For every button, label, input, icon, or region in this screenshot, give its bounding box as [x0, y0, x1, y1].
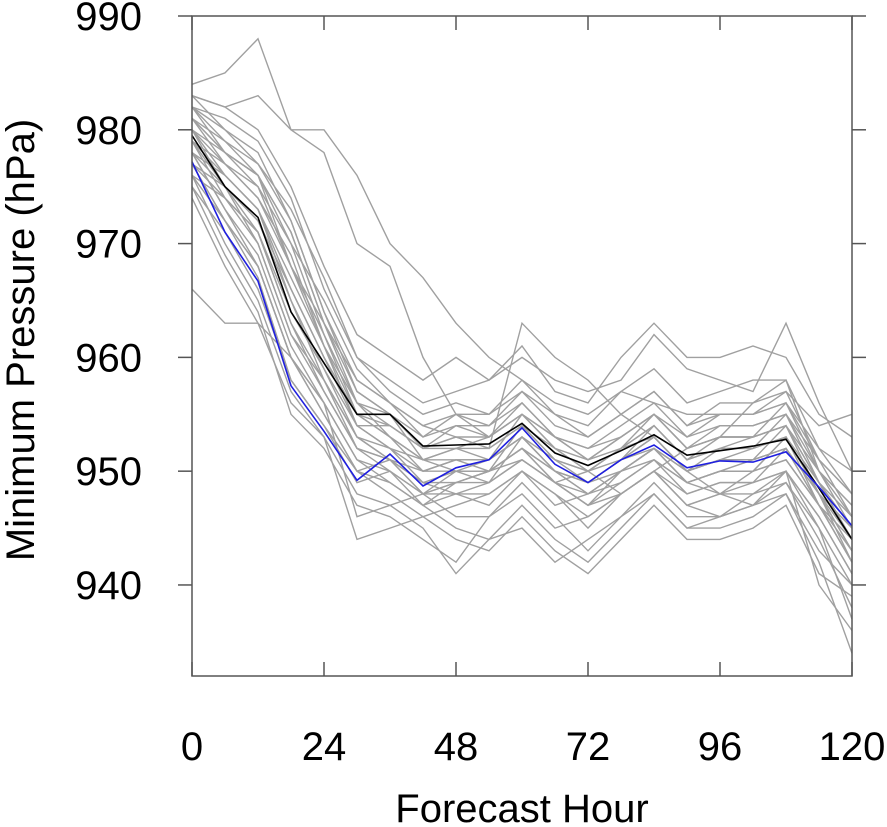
x-axis-title: Forecast Hour [395, 787, 648, 827]
plot-frame [191, 15, 853, 677]
ensemble-member-line-34 [191, 152, 853, 574]
ensemble-member-line-35 [191, 163, 853, 586]
x-tick-label: 0 [181, 725, 203, 769]
y-tick-label: 970 [75, 223, 142, 267]
y-axis-title: Minimum Pressure (hPa) [0, 119, 43, 561]
blue-line [191, 161, 853, 527]
y-tick-label: 940 [75, 564, 142, 608]
ensemble-member-line-26 [191, 106, 853, 518]
ensemble-member-line-30 [191, 174, 853, 529]
y-tick-label: 960 [75, 336, 142, 380]
ensemble-member-line-27 [191, 95, 853, 495]
x-tick-label: 120 [819, 725, 886, 769]
y-tick-label: 980 [75, 109, 142, 153]
ensemble-member-line-31 [191, 106, 853, 472]
ensemble-member-line-28 [191, 129, 853, 552]
y-tick-label: 990 [75, 0, 142, 39]
ensemble-lines [191, 37, 853, 654]
axis-tick-labels: 0 24 48 72 96 120 940 950 960 970 980 990 [75, 0, 885, 769]
black-line [191, 135, 853, 540]
ensemble-member-line-9 [191, 174, 853, 586]
ensemble-member-line-13 [191, 106, 853, 472]
y-tick-label: 950 [75, 450, 142, 494]
ensemble-member-line-29 [191, 186, 853, 540]
x-tick-label: 24 [302, 725, 347, 769]
ensemble-member-line-2 [191, 94, 853, 427]
ensemble-member-line-15 [191, 117, 853, 495]
ensemble-member-line-6 [191, 140, 853, 609]
x-tick-label: 48 [434, 725, 479, 769]
x-tick-label: 72 [566, 725, 611, 769]
axis-ticks [178, 15, 866, 676]
highlight-lines [191, 135, 853, 540]
ensemble-member-line-10 [191, 186, 853, 620]
x-tick-label: 96 [698, 725, 743, 769]
ensemble-member-line-14 [191, 95, 853, 438]
ensemble-member-line-32 [191, 117, 853, 506]
ensemble-member-line-33 [191, 140, 853, 563]
